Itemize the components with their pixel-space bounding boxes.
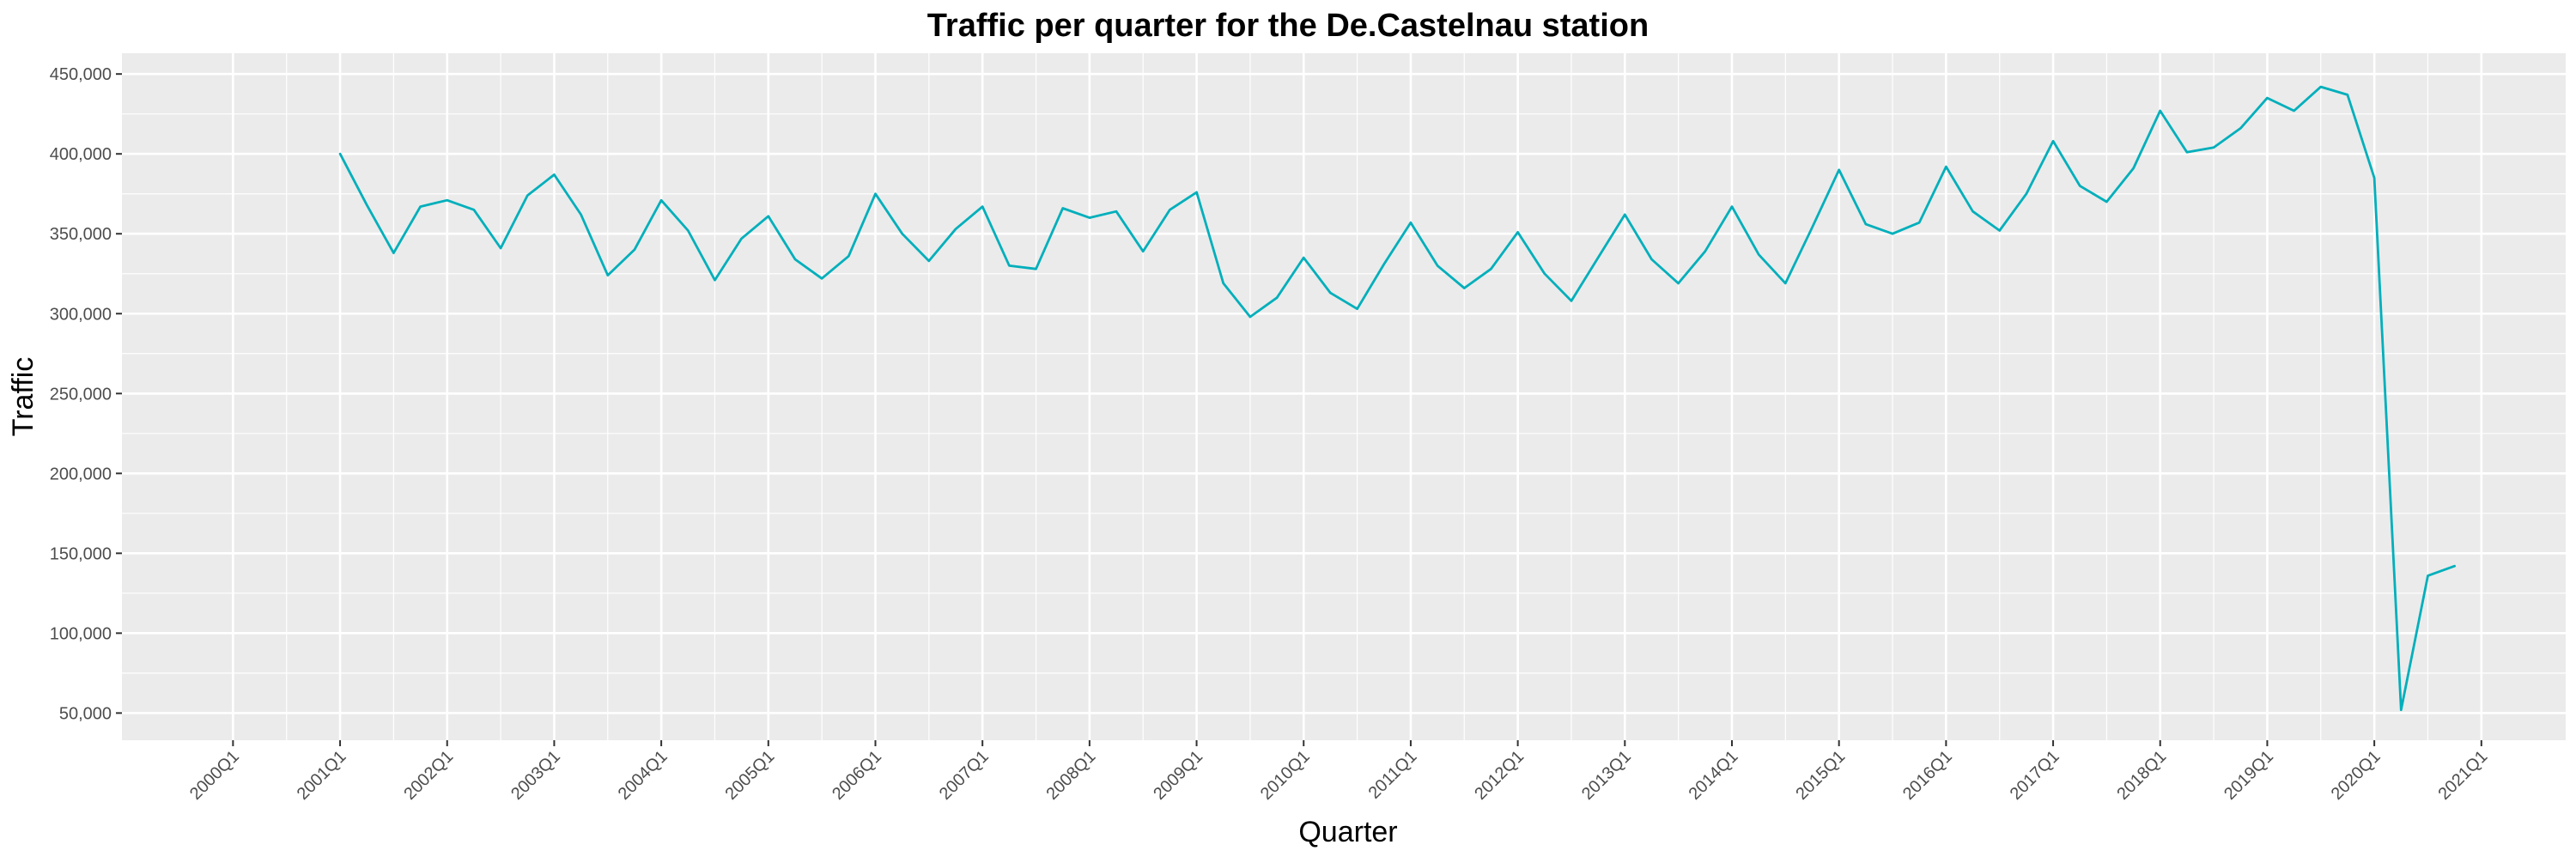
y-tick-label: 400,000 bbox=[50, 145, 112, 164]
x-tick-label: 2016Q1 bbox=[1899, 747, 1956, 804]
y-tick-label: 100,000 bbox=[50, 624, 112, 643]
y-tick-label: 200,000 bbox=[50, 465, 112, 483]
major-gridlines bbox=[122, 53, 2566, 740]
y-tick-label: 450,000 bbox=[50, 65, 112, 84]
x-tick-label: 2007Q1 bbox=[936, 747, 993, 804]
x-tick-label: 2000Q1 bbox=[186, 747, 243, 804]
x-tick-label: 2002Q1 bbox=[400, 747, 457, 804]
plot-panel bbox=[122, 53, 2566, 740]
x-tick-label: 2019Q1 bbox=[2221, 747, 2277, 804]
x-tick-label: 2006Q1 bbox=[829, 747, 885, 804]
x-tick-label: 2001Q1 bbox=[294, 747, 350, 804]
series-line bbox=[338, 85, 2457, 712]
y-tick-label: 50,000 bbox=[59, 704, 112, 723]
y-axis-title: Traffic bbox=[7, 357, 39, 437]
y-tick-label: 250,000 bbox=[50, 385, 112, 404]
x-tick-label: 2017Q1 bbox=[2007, 747, 2063, 804]
x-tick-label: 2012Q1 bbox=[1471, 747, 1528, 804]
x-tick-label: 2013Q1 bbox=[1578, 747, 1635, 804]
panel-background bbox=[122, 53, 2566, 740]
y-tick-label: 300,000 bbox=[50, 305, 112, 324]
x-tick-label: 2018Q1 bbox=[2113, 747, 2170, 804]
x-axis: 2000Q1 2001Q1 2002Q1 2003Q1 2004Q1 2005Q1 2006… bbox=[186, 740, 2491, 804]
x-tick-label: 2010Q1 bbox=[1257, 747, 1314, 804]
chart-title: Traffic per quarter for the De.Castelnau… bbox=[927, 8, 1649, 44]
x-tick-label: 2009Q1 bbox=[1150, 747, 1206, 804]
y-axis: 50,000 100,000 150,000 200,000 250,000 300,00… bbox=[50, 65, 122, 723]
x-tick-label: 2008Q1 bbox=[1043, 747, 1100, 804]
x-tick-label: 2005Q1 bbox=[721, 747, 778, 804]
y-tick-label: 350,000 bbox=[50, 225, 112, 244]
x-tick-label: 2003Q1 bbox=[507, 747, 564, 804]
x-axis-title: Quarter bbox=[1298, 816, 1397, 848]
x-tick-label: 2004Q1 bbox=[615, 747, 671, 804]
x-tick-label: 2014Q1 bbox=[1686, 747, 1742, 804]
x-tick-label: 2015Q1 bbox=[1792, 747, 1849, 804]
x-tick-label: 2021Q1 bbox=[2434, 747, 2491, 804]
x-tick-label: 2011Q1 bbox=[1365, 747, 1421, 803]
y-tick-label: 150,000 bbox=[50, 544, 112, 563]
series-layer bbox=[338, 85, 2457, 712]
x-tick-label: 2020Q1 bbox=[2328, 747, 2385, 804]
